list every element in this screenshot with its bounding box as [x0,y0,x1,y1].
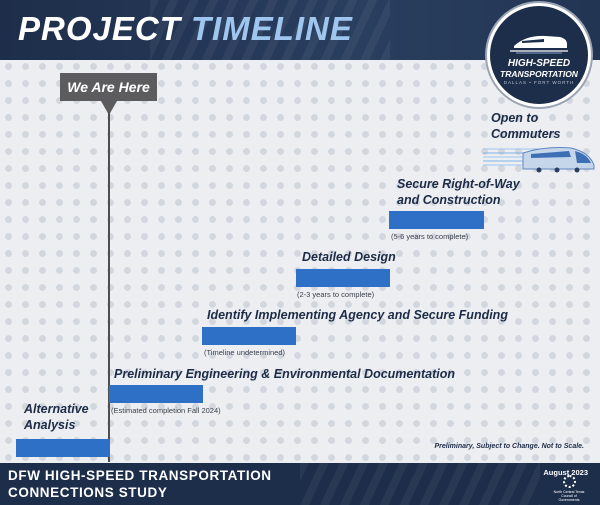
step-implementing-agency-bar [202,327,296,345]
step-preliminary-engineering-note: (Estimated completion Fall 2024) [111,406,221,415]
halftone-background [0,58,600,463]
logo-line1: HIGH-SPEED [507,58,571,69]
we-are-here-badge: We Are Here [60,73,157,101]
step-open-to-commuters-title: Open to Commuters [491,110,560,142]
step-alternative-analysis-title: Alternative Analysis [24,401,89,433]
step-alternative-analysis-bar [16,439,110,457]
train-icon [510,35,568,54]
step-title-line: Commuters [491,127,561,141]
footer-study-title-line2: CONNECTIONS STUDY [8,485,168,500]
step-title-line: Secure Right-of-Way [397,177,520,191]
nctcog-logo-icon [563,475,576,488]
title-part-timeline: TIMELINE [190,10,353,47]
high-speed-train-icon [483,147,595,173]
step-title-line: Open to [491,111,539,125]
step-title-line: Analysis [24,418,76,432]
logo-line2: TRANSPORTATION [500,69,578,79]
step-detailed-design-title: Detailed Design [302,250,396,264]
step-preliminary-engineering-title: Preliminary Engineering & Environmental … [114,367,456,381]
title-part-project: PROJECT [18,10,181,47]
step-preliminary-engineering-bar [109,385,203,403]
step-detailed-design-bar [296,269,390,287]
footer-date: August 2023 [543,468,588,477]
we-are-here-line [108,112,110,462]
step-implementing-agency-note: (Timeline undetermined) [204,348,286,357]
footer-banner: DFW HIGH-SPEED TRANSPORTATION CONNECTION… [0,463,600,505]
disclaimer-note: Preliminary, Subject to Change. Not to S… [434,443,585,450]
step-right-of-way-title: Secure Right-of-Way and Construction [397,176,520,208]
step-title-line: Alternative [24,402,89,416]
step-detailed-design-note: (2-3 years to complete) [297,290,375,299]
logo-line3: DALLAS • FORT WORTH [503,80,575,85]
page-title: PROJECT TIMELINE [18,10,353,48]
step-implementing-agency-title: Identify Implementing Agency and Secure … [207,308,508,322]
hst-logo: HIGH-SPEED TRANSPORTATION DALLAS • FORT … [487,3,591,107]
nctcog-logo: North Central Texas Council of Governmen… [552,475,586,502]
footer-stripes [300,463,540,505]
step-right-of-way-bar [389,211,484,229]
step-right-of-way-note: (5-6 years to complete) [391,232,469,241]
header-stripes [150,0,390,60]
footer-study-title-line1: DFW HIGH-SPEED TRANSPORTATION [8,468,272,483]
step-title-line: and Construction [397,193,501,207]
nctcog-logo-text: North Central Texas Council of Governmen… [553,490,585,502]
we-are-here-pointer [101,101,117,115]
